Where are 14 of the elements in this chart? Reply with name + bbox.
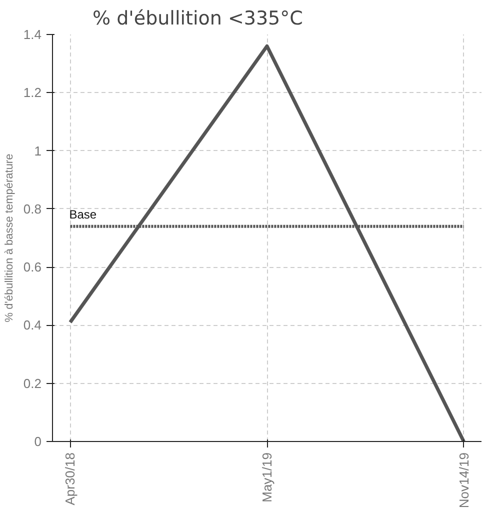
y-tick-label: 0: [34, 434, 42, 449]
y-tick-label: 0.6: [23, 260, 42, 275]
x-tick-label: Apr30/18: [62, 452, 78, 506]
y-tick-label: 1.4: [23, 27, 42, 42]
chart-title: % d'ébullition <335°C: [92, 8, 303, 30]
y-tick-label: 0.8: [23, 201, 42, 216]
y-tick-label: 0.4: [23, 318, 42, 333]
ref-line-label: Base: [69, 207, 97, 222]
y-tick-label: 1: [34, 143, 42, 158]
y-tick-label: 1.2: [23, 85, 42, 100]
y-axis-title: % d'ébullition à basse température: [3, 154, 16, 322]
x-tick-label: Nov14/19: [456, 452, 472, 508]
x-tick-label: May1/19: [260, 452, 274, 502]
y-tick-label: 0.2: [23, 376, 42, 391]
